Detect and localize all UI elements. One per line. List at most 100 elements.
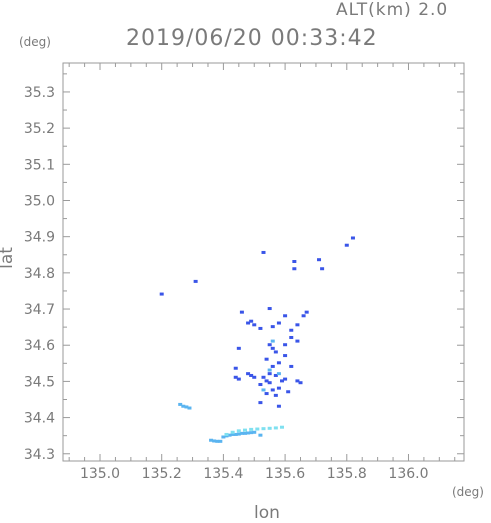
echo-point bbox=[276, 361, 281, 365]
echo-point bbox=[273, 350, 278, 354]
y-tick-label: 35.3 bbox=[24, 85, 55, 101]
echo-point bbox=[236, 346, 241, 350]
echo-point bbox=[258, 433, 263, 437]
echo-point bbox=[261, 388, 266, 392]
echo-point bbox=[187, 406, 192, 410]
echo-point bbox=[289, 335, 294, 339]
echo-point bbox=[246, 321, 251, 325]
echo-point bbox=[283, 354, 288, 358]
x-tick-label: 135.2 bbox=[142, 466, 182, 482]
echo-point bbox=[246, 431, 251, 435]
echo-point bbox=[295, 339, 300, 343]
y-tick-label: 35.1 bbox=[24, 157, 55, 173]
echo-point bbox=[258, 401, 263, 405]
echo-point bbox=[270, 339, 275, 343]
echo-point bbox=[230, 430, 235, 434]
echo-point bbox=[264, 392, 269, 396]
y-tick-label: 34.7 bbox=[24, 302, 55, 318]
echo-points bbox=[159, 236, 355, 443]
echo-point bbox=[258, 383, 263, 387]
echo-point bbox=[218, 439, 223, 443]
echo-point bbox=[184, 405, 189, 409]
echo-point bbox=[304, 310, 309, 314]
echo-point bbox=[252, 323, 257, 327]
echo-point bbox=[159, 292, 164, 296]
echo-point bbox=[276, 404, 281, 408]
echo-point bbox=[242, 428, 247, 432]
x-tick-label: 135.4 bbox=[203, 466, 243, 482]
echo-point bbox=[283, 377, 288, 381]
echo-point bbox=[261, 427, 266, 431]
echo-point bbox=[261, 375, 266, 379]
echo-point bbox=[227, 433, 232, 437]
echo-point bbox=[267, 381, 272, 385]
echo-point bbox=[264, 357, 269, 361]
echo-point bbox=[283, 314, 288, 318]
echo-point bbox=[276, 386, 281, 390]
echo-point bbox=[267, 307, 272, 311]
echo-point bbox=[298, 381, 303, 385]
plot-frame bbox=[62, 62, 465, 462]
echo-point bbox=[276, 372, 281, 376]
echo-point bbox=[246, 372, 251, 376]
echo-point bbox=[286, 390, 291, 394]
y-axis-unit: (deg) bbox=[19, 35, 51, 49]
echo-point bbox=[280, 425, 285, 429]
echo-point bbox=[289, 328, 294, 332]
echo-point bbox=[230, 432, 235, 436]
echo-point bbox=[181, 404, 186, 408]
y-tick-label: 34.5 bbox=[24, 374, 55, 390]
echo-point bbox=[267, 426, 272, 430]
echo-point bbox=[252, 430, 257, 434]
echo-point bbox=[224, 432, 229, 436]
echo-point bbox=[283, 343, 288, 347]
datetime-title: 2019/06/20 00:33:42 bbox=[126, 26, 378, 51]
echo-point bbox=[233, 432, 238, 436]
echo-point bbox=[242, 431, 247, 435]
y-tick-label: 35.0 bbox=[24, 193, 55, 209]
echo-point bbox=[270, 325, 275, 329]
echo-point bbox=[193, 279, 198, 283]
echo-point bbox=[295, 323, 300, 327]
x-tick-label: 135.8 bbox=[327, 466, 367, 482]
echo-point bbox=[178, 402, 183, 406]
echo-point bbox=[221, 435, 226, 439]
echo-point bbox=[276, 321, 281, 325]
echo-point bbox=[215, 439, 220, 443]
echo-point bbox=[264, 379, 269, 383]
x-tick-label: 136.0 bbox=[388, 466, 428, 482]
echo-point bbox=[233, 375, 238, 379]
echo-point bbox=[292, 267, 297, 271]
echo-point bbox=[261, 250, 266, 254]
echo-point bbox=[295, 379, 300, 383]
echo-point bbox=[292, 260, 297, 263]
echo-point bbox=[267, 368, 272, 372]
echo-point bbox=[273, 373, 278, 377]
echo-point bbox=[267, 372, 272, 376]
x-axis-label: lon bbox=[254, 503, 280, 523]
echo-point bbox=[320, 267, 325, 271]
echo-point bbox=[249, 427, 254, 431]
echo-point bbox=[267, 343, 272, 347]
echo-point bbox=[270, 364, 275, 368]
echo-point bbox=[249, 431, 254, 435]
echo-point bbox=[350, 236, 355, 240]
x-tick-label: 135.6 bbox=[265, 466, 305, 482]
echo-point bbox=[212, 439, 217, 443]
y-tick-label: 34.6 bbox=[24, 338, 55, 354]
y-tick-label: 34.8 bbox=[24, 266, 55, 282]
echo-point bbox=[301, 314, 306, 318]
y-tick-label: 34.3 bbox=[24, 447, 55, 463]
echo-point bbox=[273, 426, 278, 430]
echo-point bbox=[236, 377, 241, 381]
echo-point bbox=[249, 373, 254, 377]
echo-point bbox=[270, 346, 275, 350]
y-tick-label: 34.4 bbox=[24, 411, 55, 427]
echo-point bbox=[270, 388, 275, 392]
echo-point bbox=[209, 438, 214, 442]
echo-point bbox=[280, 379, 285, 383]
x-axis-unit: (deg) bbox=[452, 485, 484, 499]
echo-point bbox=[249, 319, 254, 323]
echo-point bbox=[233, 366, 238, 370]
